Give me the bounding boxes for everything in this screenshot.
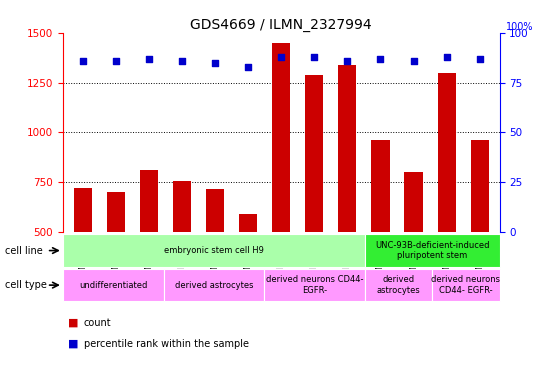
Point bbox=[111, 58, 120, 64]
Point bbox=[409, 58, 418, 64]
Bar bbox=[206, 189, 224, 332]
Point bbox=[78, 58, 87, 64]
Point bbox=[376, 56, 385, 62]
Bar bbox=[106, 192, 125, 332]
Bar bbox=[272, 43, 290, 332]
Point bbox=[145, 56, 153, 62]
Text: cell type: cell type bbox=[5, 280, 48, 290]
Text: cell line: cell line bbox=[5, 245, 43, 256]
Point bbox=[277, 53, 286, 60]
Text: derived neurons CD44-
EGFR-: derived neurons CD44- EGFR- bbox=[266, 275, 364, 295]
Bar bbox=[173, 181, 191, 332]
Bar bbox=[371, 141, 389, 332]
Text: 100%: 100% bbox=[506, 22, 533, 31]
Title: GDS4669 / ILMN_2327994: GDS4669 / ILMN_2327994 bbox=[191, 18, 372, 31]
Text: derived astrocytes: derived astrocytes bbox=[175, 281, 253, 290]
Point bbox=[310, 53, 319, 60]
Text: ■: ■ bbox=[68, 318, 79, 328]
Text: derived neurons
CD44- EGFR-: derived neurons CD44- EGFR- bbox=[431, 275, 501, 295]
Text: percentile rank within the sample: percentile rank within the sample bbox=[84, 339, 248, 349]
Bar bbox=[471, 141, 489, 332]
Bar bbox=[74, 189, 92, 332]
Point bbox=[442, 53, 451, 60]
Point bbox=[177, 58, 186, 64]
Text: UNC-93B-deficient-induced
pluripotent stem: UNC-93B-deficient-induced pluripotent st… bbox=[375, 241, 490, 260]
Point bbox=[211, 60, 219, 66]
Bar bbox=[140, 170, 158, 332]
Text: embryonic stem cell H9: embryonic stem cell H9 bbox=[164, 246, 264, 255]
Point bbox=[476, 56, 484, 62]
Bar bbox=[239, 214, 257, 332]
Point bbox=[244, 63, 252, 70]
Text: derived
astrocytes: derived astrocytes bbox=[377, 275, 420, 295]
Text: count: count bbox=[84, 318, 111, 328]
Bar bbox=[339, 65, 357, 332]
Text: undifferentiated: undifferentiated bbox=[79, 281, 147, 290]
Bar bbox=[305, 74, 323, 332]
Text: ■: ■ bbox=[68, 339, 79, 349]
Point bbox=[343, 58, 352, 64]
Bar bbox=[405, 172, 423, 332]
Bar bbox=[437, 73, 456, 332]
